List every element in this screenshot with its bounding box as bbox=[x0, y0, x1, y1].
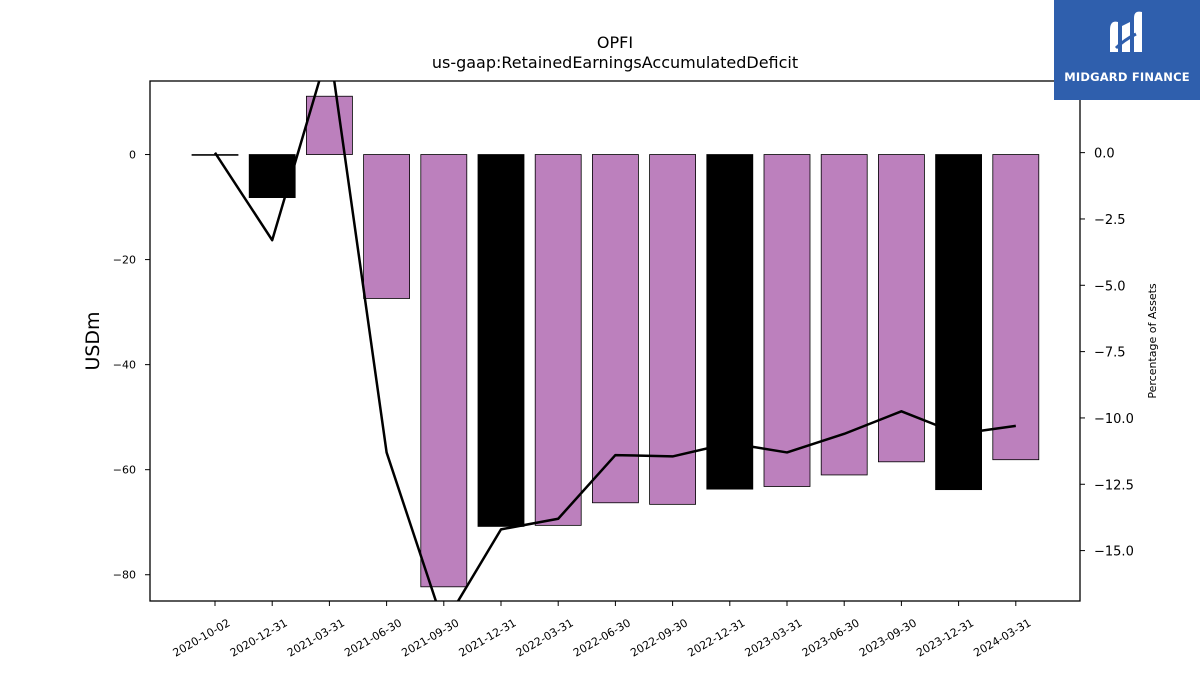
y-tick-label: −80 bbox=[113, 569, 136, 582]
x-tick-label: 2021-06-30 bbox=[342, 616, 404, 659]
bar-2023-12-31 bbox=[935, 154, 982, 491]
bar-2021-03-31 bbox=[305, 95, 353, 155]
percentage-line bbox=[213, 81, 1016, 601]
x-tick-label: 2022-03-31 bbox=[514, 616, 576, 659]
x-tick-label: 2021-03-31 bbox=[285, 616, 347, 659]
x-tick-label: 2023-09-30 bbox=[857, 616, 919, 659]
x-tick-label: 2020-12-31 bbox=[228, 616, 290, 659]
bar-2023-09-30 bbox=[878, 154, 925, 463]
y-right-tick-label: −15.0 bbox=[1094, 545, 1134, 560]
y-right-tick-label: 0.0 bbox=[1094, 147, 1115, 162]
y-axis-label: USDm bbox=[82, 311, 104, 370]
x-tick-label: 2023-12-31 bbox=[914, 616, 976, 659]
y-axis-right-label: Percentage of Assets bbox=[1146, 283, 1159, 399]
y-tick-label: 0 bbox=[129, 149, 136, 162]
y-right-tick-label: −5.0 bbox=[1094, 279, 1126, 294]
bar-2022-06-30 bbox=[592, 154, 639, 504]
x-tick-label: 2021-09-30 bbox=[399, 616, 461, 659]
bar-2024-03-31 bbox=[992, 154, 1040, 461]
x-tick-label: 2023-06-30 bbox=[800, 616, 862, 659]
x-tick-label: 2023-03-31 bbox=[743, 616, 805, 659]
bar-2023-03-31 bbox=[763, 154, 811, 487]
y-tick-label: −20 bbox=[113, 254, 136, 267]
y-tick-label: −40 bbox=[113, 359, 136, 372]
y-right-tick-label: −2.5 bbox=[1094, 213, 1126, 228]
x-tick-label: 2022-09-30 bbox=[628, 616, 690, 659]
x-tick-label: 2022-06-30 bbox=[571, 616, 633, 659]
bar-2022-03-31 bbox=[534, 154, 582, 526]
bar-2021-09-30 bbox=[420, 154, 468, 588]
x-tick-label: 2022-12-31 bbox=[685, 616, 747, 659]
bar-2022-12-31 bbox=[706, 154, 754, 490]
x-tick-label: 2021-12-31 bbox=[457, 616, 519, 659]
y-right-tick-label: −7.5 bbox=[1094, 346, 1126, 361]
x-tick-label: 2024-03-31 bbox=[971, 616, 1033, 659]
y-right-tick-label: −10.0 bbox=[1094, 412, 1134, 427]
logo: MIDGARD FINANCE bbox=[1054, 0, 1200, 100]
bar-2023-06-30 bbox=[820, 154, 868, 476]
chart-subtitle: us-gaap:RetainedEarningsAccumulatedDefic… bbox=[432, 53, 798, 72]
chart-title: OPFI bbox=[597, 33, 633, 52]
bars-group bbox=[191, 95, 1040, 588]
bar-2021-12-31 bbox=[477, 154, 525, 527]
y-right-tick-label: −12.5 bbox=[1094, 478, 1134, 493]
y-tick-label: −60 bbox=[113, 464, 136, 477]
logo-mark-icon bbox=[1110, 11, 1142, 53]
bar-2021-06-30 bbox=[363, 154, 411, 299]
x-tick-label: 2020-10-02 bbox=[171, 616, 233, 659]
line-layer bbox=[213, 81, 1016, 601]
bar-2020-12-31 bbox=[248, 154, 296, 199]
logo-text: MIDGARD FINANCE bbox=[1064, 70, 1190, 84]
bar-2022-09-30 bbox=[649, 154, 696, 505]
